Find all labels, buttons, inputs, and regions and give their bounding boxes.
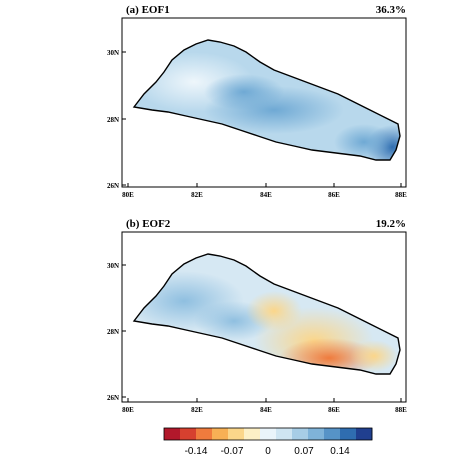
colorbar-frame bbox=[163, 427, 373, 441]
colorbar-cell bbox=[292, 428, 309, 440]
colorbar-cell bbox=[356, 428, 373, 440]
lat-tick-label: 30N bbox=[107, 49, 119, 57]
colorbar-cell bbox=[180, 428, 197, 440]
colorbar-cell bbox=[340, 428, 357, 440]
colorbar-cell bbox=[324, 428, 341, 440]
colorbar-tick-label: -0.14 bbox=[185, 446, 208, 457]
colorbar-tick-label: 0.14 bbox=[330, 446, 350, 457]
panel-title: (b) EOF2 bbox=[126, 218, 171, 230]
lon-tick-label: 88E bbox=[395, 191, 407, 199]
variance-label: 19.2% bbox=[376, 218, 406, 230]
lon-tick-label: 88E bbox=[395, 406, 407, 414]
lon-tick-label: 82E bbox=[191, 406, 203, 414]
lon-tick-label: 86E bbox=[328, 191, 340, 199]
lon-tick-label: 84E bbox=[260, 191, 272, 199]
colorbar-tick-label: -0.07 bbox=[221, 446, 244, 457]
lon-axis: 80E 82E 84E 86E 88E bbox=[122, 183, 407, 199]
lon-tick-label: 80E bbox=[122, 191, 134, 199]
lat-tick-label: 28N bbox=[107, 328, 119, 336]
lat-tick-label: 26N bbox=[107, 182, 119, 190]
panel-eof2: (b) EOF2 19.2% 30N 28N 26N bbox=[107, 218, 407, 414]
lat-tick-label: 30N bbox=[107, 262, 119, 270]
colorbar-cell bbox=[276, 428, 293, 440]
colorbar-cell bbox=[260, 428, 277, 440]
lat-tick-label: 28N bbox=[107, 116, 119, 124]
colorbar-cell bbox=[196, 428, 213, 440]
colorbar: -0.14 -0.07 0 0.07 0.14 bbox=[163, 427, 373, 457]
lat-axis: 30N 28N 26N bbox=[107, 49, 126, 190]
lon-tick-label: 84E bbox=[260, 406, 272, 414]
lat-tick-label: 26N bbox=[107, 394, 119, 402]
panel-title: (a) EOF1 bbox=[126, 4, 170, 16]
panel-eof1: (a) EOF1 36.3% 30N 28N 26N bbox=[107, 4, 407, 199]
colorbar-cell bbox=[228, 428, 245, 440]
lon-tick-label: 80E bbox=[122, 406, 134, 414]
colorbar-cell bbox=[308, 428, 325, 440]
variance-label: 36.3% bbox=[376, 4, 406, 16]
colorbar-tick-label: 0 bbox=[265, 446, 271, 457]
lon-axis: 80E 82E 84E 86E 88E bbox=[122, 398, 407, 414]
colorbar-cells bbox=[164, 428, 373, 440]
lon-tick-label: 82E bbox=[191, 191, 203, 199]
colorbar-cell bbox=[244, 428, 261, 440]
lon-tick-label: 86E bbox=[328, 406, 340, 414]
colorbar-tick-label: 0.07 bbox=[294, 446, 314, 457]
colorbar-cell bbox=[164, 428, 181, 440]
colorbar-cell bbox=[212, 428, 229, 440]
lat-axis: 30N 28N 26N bbox=[107, 262, 126, 402]
